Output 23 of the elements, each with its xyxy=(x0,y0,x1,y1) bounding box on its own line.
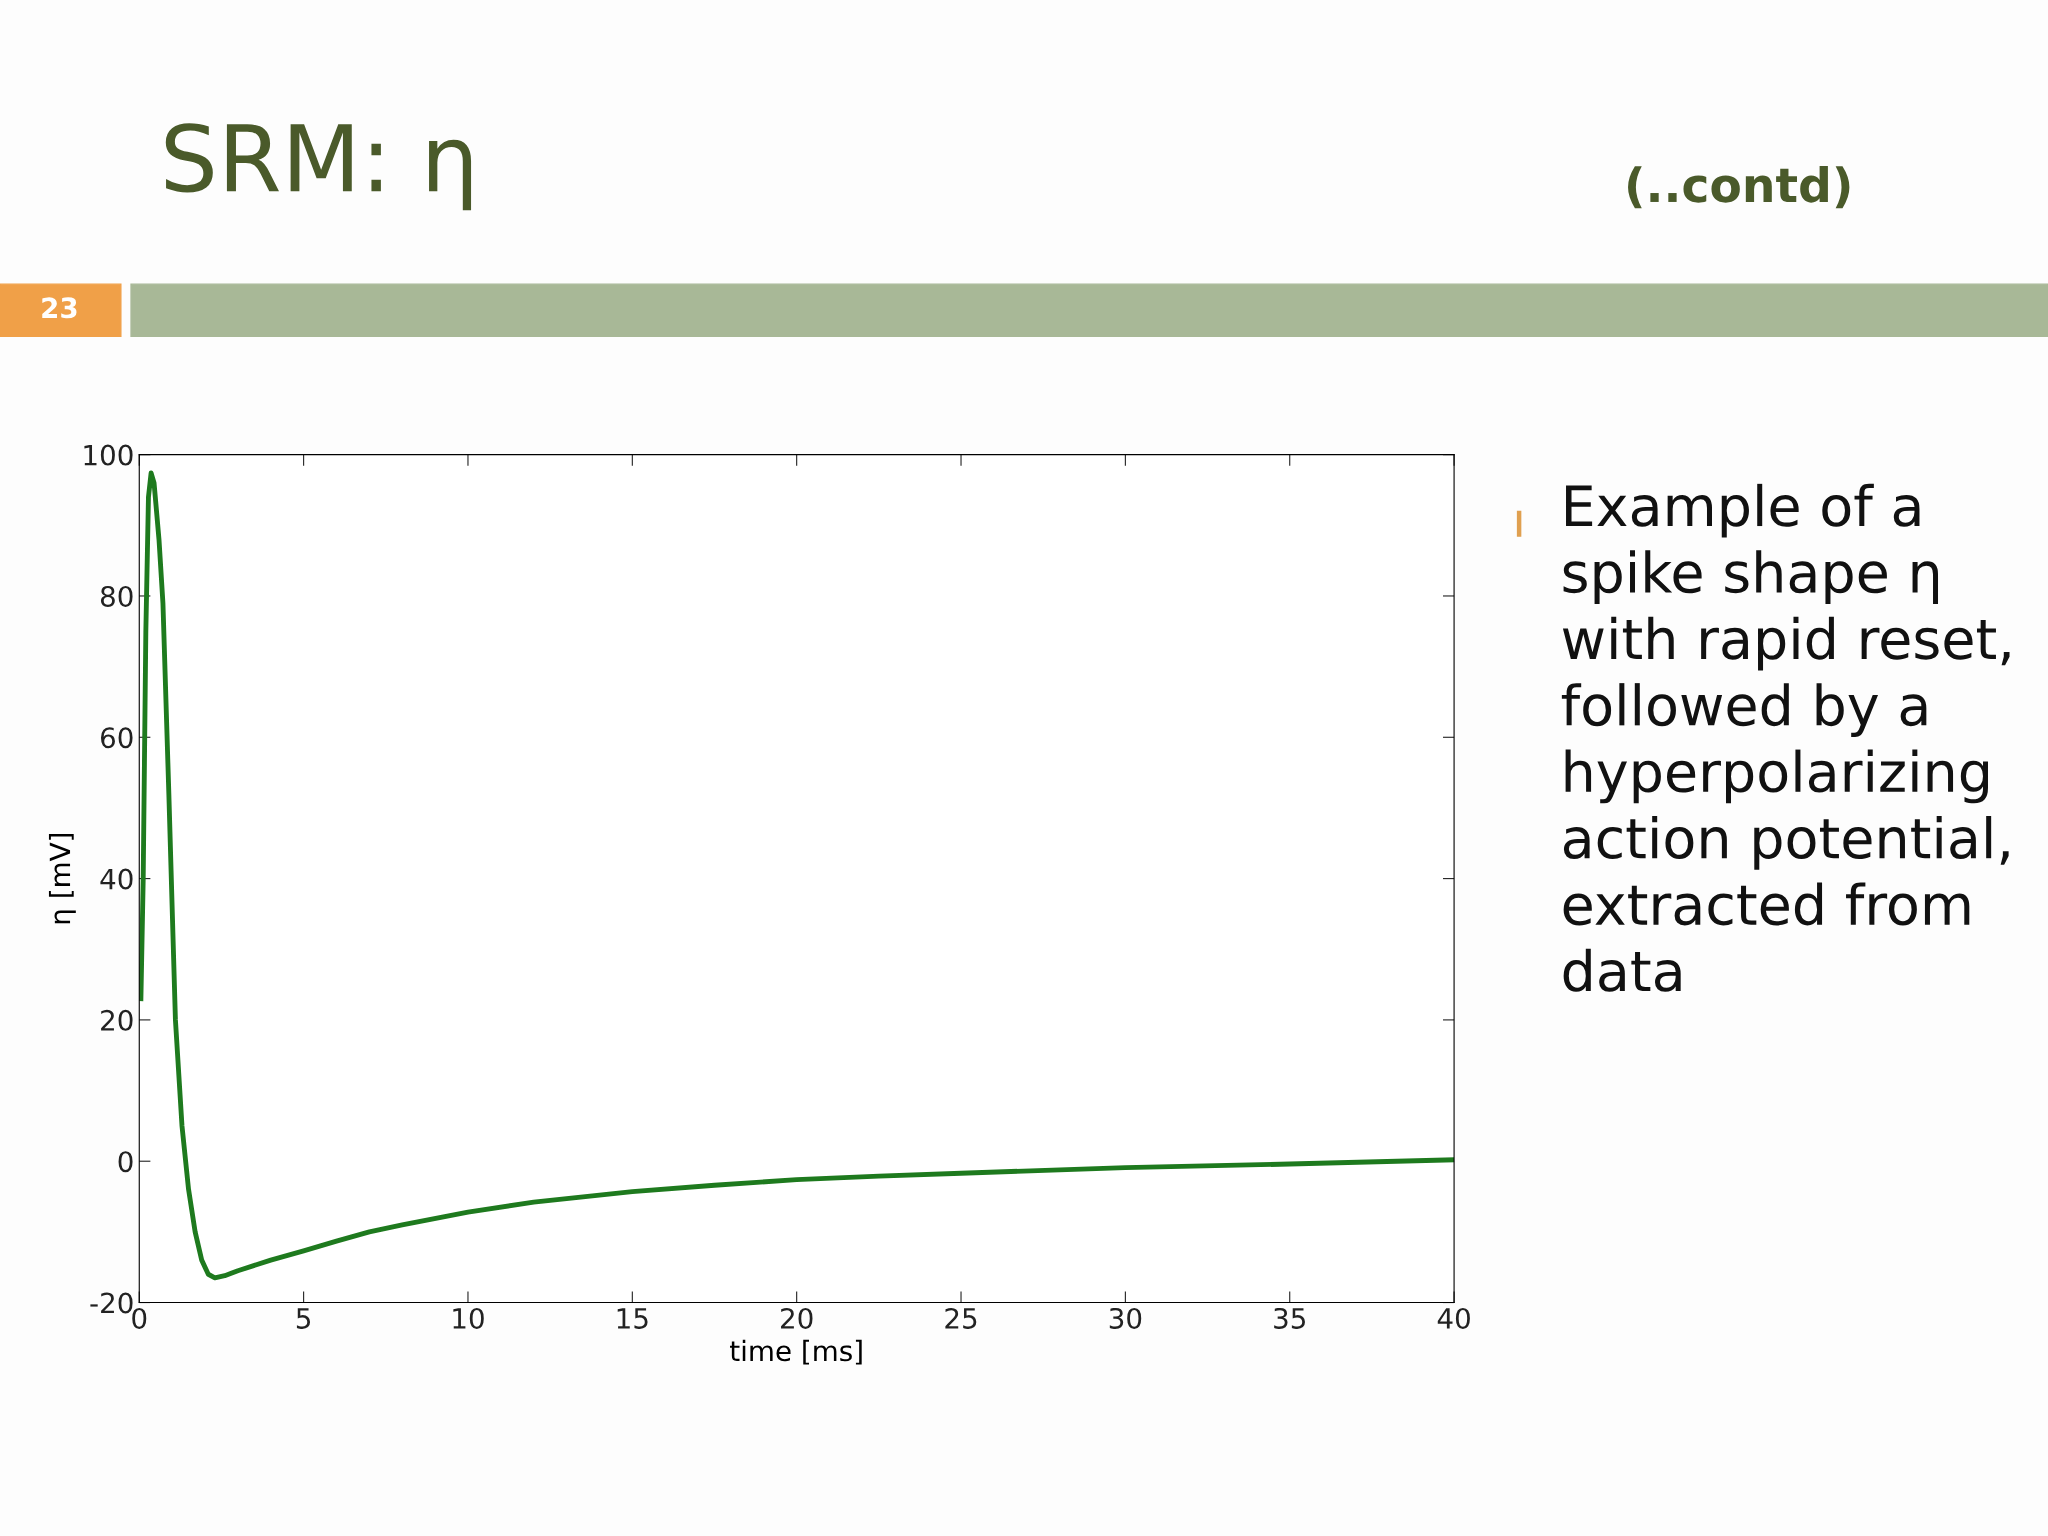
x-tick-label: 35 xyxy=(1274,1307,1305,1329)
chart-title: SRM: η xyxy=(165,123,472,211)
x-tick-label: 30 xyxy=(1109,1307,1142,1329)
y-tick-label: 20 xyxy=(101,1009,133,1031)
x-axis-title: time [ms] xyxy=(730,1339,862,1365)
x-tick-label: 5 xyxy=(296,1308,311,1329)
y-tick-label: 0 xyxy=(118,1151,133,1173)
y-tick-label: 40 xyxy=(100,868,133,890)
x-tick-label: 40 xyxy=(1437,1307,1470,1329)
text: (..contd) xyxy=(1628,166,1850,209)
x-tick-label: 10 xyxy=(453,1307,484,1329)
x-tick-label: 15 xyxy=(617,1308,648,1329)
text: 23 xyxy=(42,297,77,319)
x-tick-label: 20 xyxy=(781,1307,813,1329)
y-tick-label: -20 xyxy=(90,1292,133,1314)
line-series xyxy=(139,470,1455,1281)
x-tick-label: 25 xyxy=(945,1307,977,1329)
y-axis-title: η [mV] xyxy=(48,833,76,924)
y-tick-label: 80 xyxy=(100,585,133,607)
x-tick-label: 0 xyxy=(132,1307,147,1329)
y-tick-label: 60 xyxy=(101,727,133,749)
text: Example of a spike shape η with rapid reset, followed by a hyperpolarizing action potential, extracted from data xyxy=(1561,483,2010,992)
y-tick-label: 100 xyxy=(84,444,133,466)
